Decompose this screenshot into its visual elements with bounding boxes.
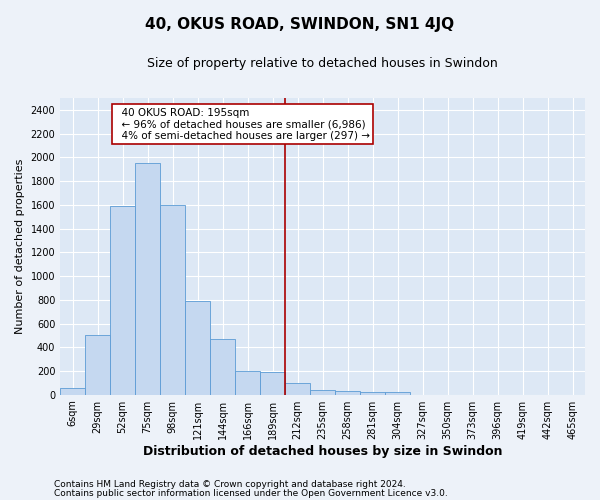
Bar: [235, 371, 260, 394]
Bar: [160, 205, 185, 394]
Bar: [335, 391, 360, 394]
Text: Contains HM Land Registry data © Crown copyright and database right 2024.: Contains HM Land Registry data © Crown c…: [54, 480, 406, 489]
Text: 40 OKUS ROAD: 195sqm
  ← 96% of detached houses are smaller (6,986)
  4% of semi: 40 OKUS ROAD: 195sqm ← 96% of detached h…: [115, 108, 370, 140]
Bar: [110, 206, 135, 394]
Text: Contains public sector information licensed under the Open Government Licence v3: Contains public sector information licen…: [54, 488, 448, 498]
Bar: [385, 392, 410, 394]
Bar: [310, 390, 335, 394]
Bar: [260, 372, 285, 394]
Bar: [85, 336, 110, 394]
Bar: [360, 392, 385, 394]
Bar: [135, 164, 160, 394]
Bar: [210, 339, 235, 394]
Bar: [185, 301, 210, 394]
Bar: [60, 388, 85, 394]
Title: Size of property relative to detached houses in Swindon: Size of property relative to detached ho…: [147, 58, 498, 70]
Y-axis label: Number of detached properties: Number of detached properties: [15, 158, 25, 334]
Text: 40, OKUS ROAD, SWINDON, SN1 4JQ: 40, OKUS ROAD, SWINDON, SN1 4JQ: [145, 18, 455, 32]
Bar: [285, 383, 310, 394]
X-axis label: Distribution of detached houses by size in Swindon: Distribution of detached houses by size …: [143, 444, 502, 458]
